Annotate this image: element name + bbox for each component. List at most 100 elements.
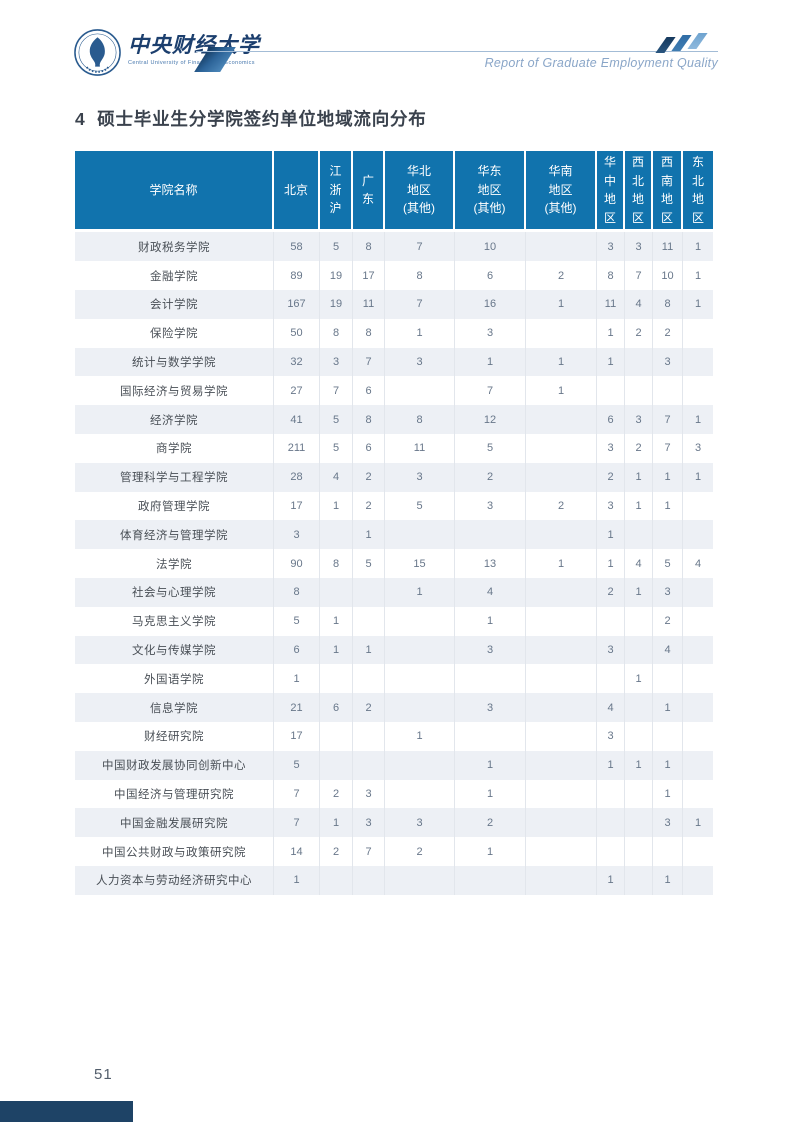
row-label: 中国经济与管理研究院 xyxy=(75,779,274,809)
table-cell: 8 xyxy=(353,232,385,262)
page-header: 中央财经大学 Central University of Finance and… xyxy=(0,0,793,90)
table-cell: 1 xyxy=(653,750,683,780)
table-cell: 4 xyxy=(625,549,653,578)
table-cell: 1 xyxy=(320,635,353,665)
university-name-english: Central University of Finance and Econom… xyxy=(128,60,255,66)
table-cell: 7 xyxy=(625,261,653,290)
table-cell xyxy=(385,664,455,694)
table-cell: 1 xyxy=(683,405,713,434)
column-header: 西 北 地 区 xyxy=(625,151,653,233)
table-row: 中国财政发展协同创新中心 5 1 1 1 1 xyxy=(75,750,713,780)
table-cell: 1 xyxy=(385,721,455,751)
table-cell: 2 xyxy=(597,462,625,492)
table-cell xyxy=(683,837,713,866)
table-cell: 1 xyxy=(683,808,713,838)
table-cell xyxy=(597,808,625,838)
table-cell: 3 xyxy=(625,232,653,262)
table-cell: 3 xyxy=(455,491,526,521)
table-cell: 10 xyxy=(653,261,683,290)
table-cell: 8 xyxy=(320,549,353,578)
row-label: 中国财政发展协同创新中心 xyxy=(75,750,274,780)
table-cell: 13 xyxy=(455,549,526,578)
table-cell: 15 xyxy=(385,549,455,578)
table-cell: 1 xyxy=(653,779,683,809)
table-cell xyxy=(653,664,683,694)
table-cell: 3 xyxy=(385,808,455,838)
table-cell: 1 xyxy=(274,865,320,895)
table-cell: 5 xyxy=(385,491,455,521)
column-header: 江 浙 沪 xyxy=(320,151,353,233)
row-label: 国际经济与贸易学院 xyxy=(75,376,274,406)
table-cell xyxy=(683,376,713,406)
table-cell: 3 xyxy=(353,808,385,838)
table-cell: 7 xyxy=(385,232,455,262)
table-cell: 1 xyxy=(683,261,713,290)
table-cell: 6 xyxy=(353,376,385,406)
table-cell: 3 xyxy=(320,347,353,377)
table-cell: 5 xyxy=(274,750,320,780)
column-header: 华 中 地 区 xyxy=(597,151,625,233)
table-cell: 10 xyxy=(455,232,526,262)
table-cell: 1 xyxy=(353,635,385,665)
table-cell xyxy=(526,318,597,348)
table-cell xyxy=(320,520,353,550)
row-label: 人力资本与劳动经济研究中心 xyxy=(75,865,274,895)
table-cell xyxy=(526,462,597,492)
table-cell: 1 xyxy=(683,462,713,492)
table-row: 金融学院 89 19 17 8 6 2 8 7 10 1 xyxy=(75,261,713,290)
table-cell: 1 xyxy=(320,606,353,636)
table-cell: 1 xyxy=(597,750,625,780)
table-cell: 11 xyxy=(353,289,385,319)
table-cell: 3 xyxy=(653,577,683,607)
table-cell xyxy=(683,606,713,636)
table-cell xyxy=(597,606,625,636)
table-cell: 7 xyxy=(353,347,385,377)
table-row: 财政税务学院 58 5 8 7 10 3 3 11 1 xyxy=(75,232,713,262)
table-cell: 1 xyxy=(653,865,683,895)
table-cell xyxy=(526,606,597,636)
table-cell xyxy=(526,721,597,751)
row-label: 中国金融发展研究院 xyxy=(75,808,274,838)
table-cell xyxy=(625,347,653,377)
table-cell xyxy=(625,693,653,722)
banner-divider-line xyxy=(196,51,718,52)
table-row: 文化与传媒学院 6 1 1 3 3 4 xyxy=(75,635,713,665)
table-cell: 3 xyxy=(385,347,455,377)
table-cell: 17 xyxy=(274,721,320,751)
table-row: 马克思主义学院 5 1 1 2 xyxy=(75,606,713,636)
table-cell: 7 xyxy=(653,433,683,463)
table-cell: 1 xyxy=(683,289,713,319)
table-cell: 7 xyxy=(455,376,526,406)
row-label: 文化与传媒学院 xyxy=(75,635,274,665)
table-body: 财政税务学院 58 5 8 7 10 3 3 11 1 金融学院 89 19 17 8 6 2 8 7 10 1 会计学院… xyxy=(75,232,713,895)
table-cell: 5 xyxy=(653,549,683,578)
table-cell: 3 xyxy=(597,721,625,751)
table-cell xyxy=(683,520,713,550)
table-row: 保险学院 50 8 8 1 3 1 2 2 xyxy=(75,318,713,348)
table-cell xyxy=(597,837,625,866)
table-cell: 14 xyxy=(274,837,320,866)
table-cell: 3 xyxy=(455,693,526,722)
table-cell: 3 xyxy=(597,232,625,262)
table-cell xyxy=(385,693,455,722)
table-cell: 6 xyxy=(353,433,385,463)
table-cell: 1 xyxy=(455,750,526,780)
university-name: 中央财经大学 xyxy=(128,32,260,57)
table-cell: 1 xyxy=(625,491,653,521)
table-cell: 3 xyxy=(625,405,653,434)
table-row: 中国经济与管理研究院 7 2 3 1 1 xyxy=(75,779,713,809)
table-cell xyxy=(683,347,713,377)
table-cell: 1 xyxy=(455,779,526,809)
table-cell: 2 xyxy=(653,606,683,636)
table-row: 体育经济与管理学院 3 1 1 xyxy=(75,520,713,550)
table-cell: 1 xyxy=(385,318,455,348)
table-cell: 5 xyxy=(455,433,526,463)
row-label: 外国语学院 xyxy=(75,664,274,694)
table-cell: 8 xyxy=(653,289,683,319)
table-row: 外国语学院 1 1 xyxy=(75,664,713,694)
table-cell: 1 xyxy=(653,693,683,722)
row-label: 管理科学与工程学院 xyxy=(75,462,274,492)
table-row: 社会与心理学院 8 1 4 2 1 3 xyxy=(75,577,713,607)
table-row: 财经研究院 17 1 3 xyxy=(75,721,713,751)
row-label: 马克思主义学院 xyxy=(75,606,274,636)
